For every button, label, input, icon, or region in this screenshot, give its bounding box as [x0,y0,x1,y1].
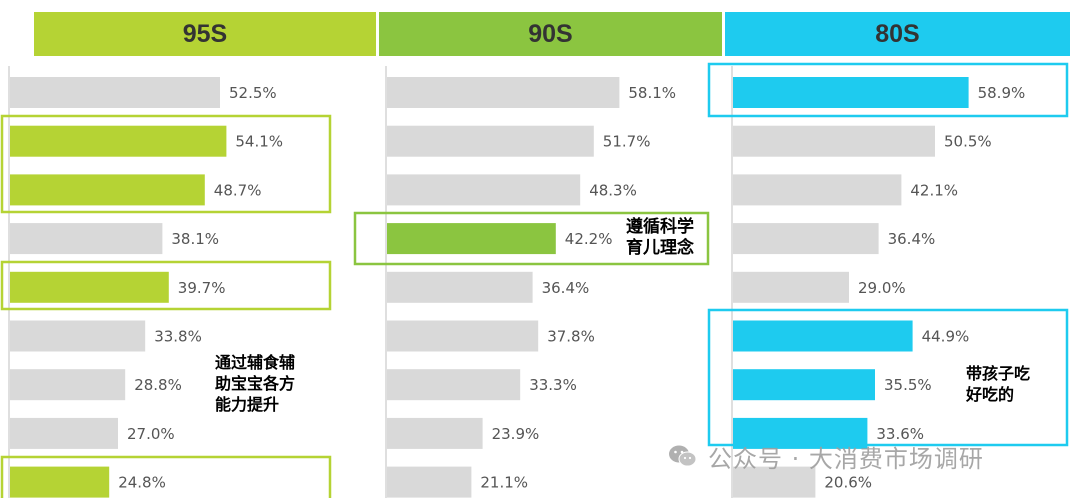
value-label-95s-1: 52.5% [229,84,277,102]
highlight-box-80s-b [707,308,1069,447]
bar-90s-3 [387,174,581,206]
highlight-box-95s-c [0,455,332,498]
watermark-text: 公众号 · 大消费市场调研 [708,444,984,473]
highlight-box-95s-a [0,114,332,214]
value-label-90s-2: 51.7% [603,133,651,151]
value-label-80s-8: 33.6% [876,425,924,443]
value-label-95s-8: 27.0% [127,425,175,443]
bar-90s-1 [387,77,620,108]
bar-80s-8 [733,417,868,449]
bar-80s-7 [733,369,875,401]
value-label-90s-9: 21.1% [480,474,528,492]
bar-80s-5 [733,271,849,303]
value-label-80s-6: 44.9% [922,328,970,346]
header-90s: 90S [379,12,722,56]
value-label-90s-5: 36.4% [542,279,590,297]
value-label-90s-6: 37.8% [547,328,595,346]
bar-90s-5 [387,271,533,303]
value-label-80s-3: 42.1% [910,181,958,199]
bar-80s-1 [733,77,969,108]
bar-90s-8 [387,417,483,449]
bar-90s-2 [387,125,594,157]
value-label-90s-3: 48.3% [589,181,637,199]
value-label-95s-2: 54.1% [235,133,283,151]
bar-80s-2 [733,125,935,157]
value-label-95s-5: 39.7% [178,279,226,297]
value-label-90s-7: 33.3% [529,376,577,394]
bar-95s-9 [10,466,110,498]
value-label-95s-9: 24.8% [118,474,166,492]
highlight-box-80s-a [707,62,1069,118]
bar-95s-1 [10,77,220,108]
value-label-80s-4: 36.4% [888,230,936,248]
bar-95s-2 [10,125,227,157]
value-label-90s-4: 42.2% [565,230,613,248]
bar-95s-4 [10,223,163,255]
bar-95s-7 [10,369,126,401]
value-label-80s-2: 50.5% [944,133,992,151]
value-label-80s-5: 29.0% [858,279,906,297]
highlight-box-95s-b [0,260,332,311]
bar-95s-3 [10,174,205,206]
watermark: 公众号 · 大消费市场调研 [668,438,984,474]
bar-80s-3 [733,174,902,206]
wechat-icon [669,445,697,467]
annotation-95s: 通过辅食辅 助宝宝各方 能力提升 [215,353,296,414]
bar-95s-6 [10,320,146,352]
bar-80s-9 [733,466,816,498]
value-label-90s-8: 23.9% [492,425,540,443]
bar-80s-4 [733,223,879,255]
header-95s: 95S [34,12,376,56]
bar-90s-7 [387,369,521,401]
value-label-95s-6: 33.8% [154,328,202,346]
highlight-box-90s [353,211,710,266]
bar-95s-5 [10,271,169,303]
value-label-80s-1: 58.9% [978,84,1026,102]
annotation-80s: 带孩子吃 好吃的 [966,364,1031,404]
value-label-95s-3: 48.7% [214,181,262,199]
value-label-80s-9: 20.6% [824,474,872,492]
bar-80s-6 [733,320,913,352]
value-label-95s-4: 38.1% [171,230,219,248]
bar-90s-6 [387,320,539,352]
bar-90s-4 [387,223,556,255]
bar-95s-8 [10,417,118,449]
bar-90s-9 [387,466,472,498]
annotation-90s: 遵循科学 育儿理念 [626,217,694,258]
header-80s: 80S [725,12,1070,56]
value-label-90s-1: 58.1% [628,84,676,102]
value-label-80s-7: 35.5% [884,376,932,394]
value-label-95s-7: 28.8% [134,376,182,394]
